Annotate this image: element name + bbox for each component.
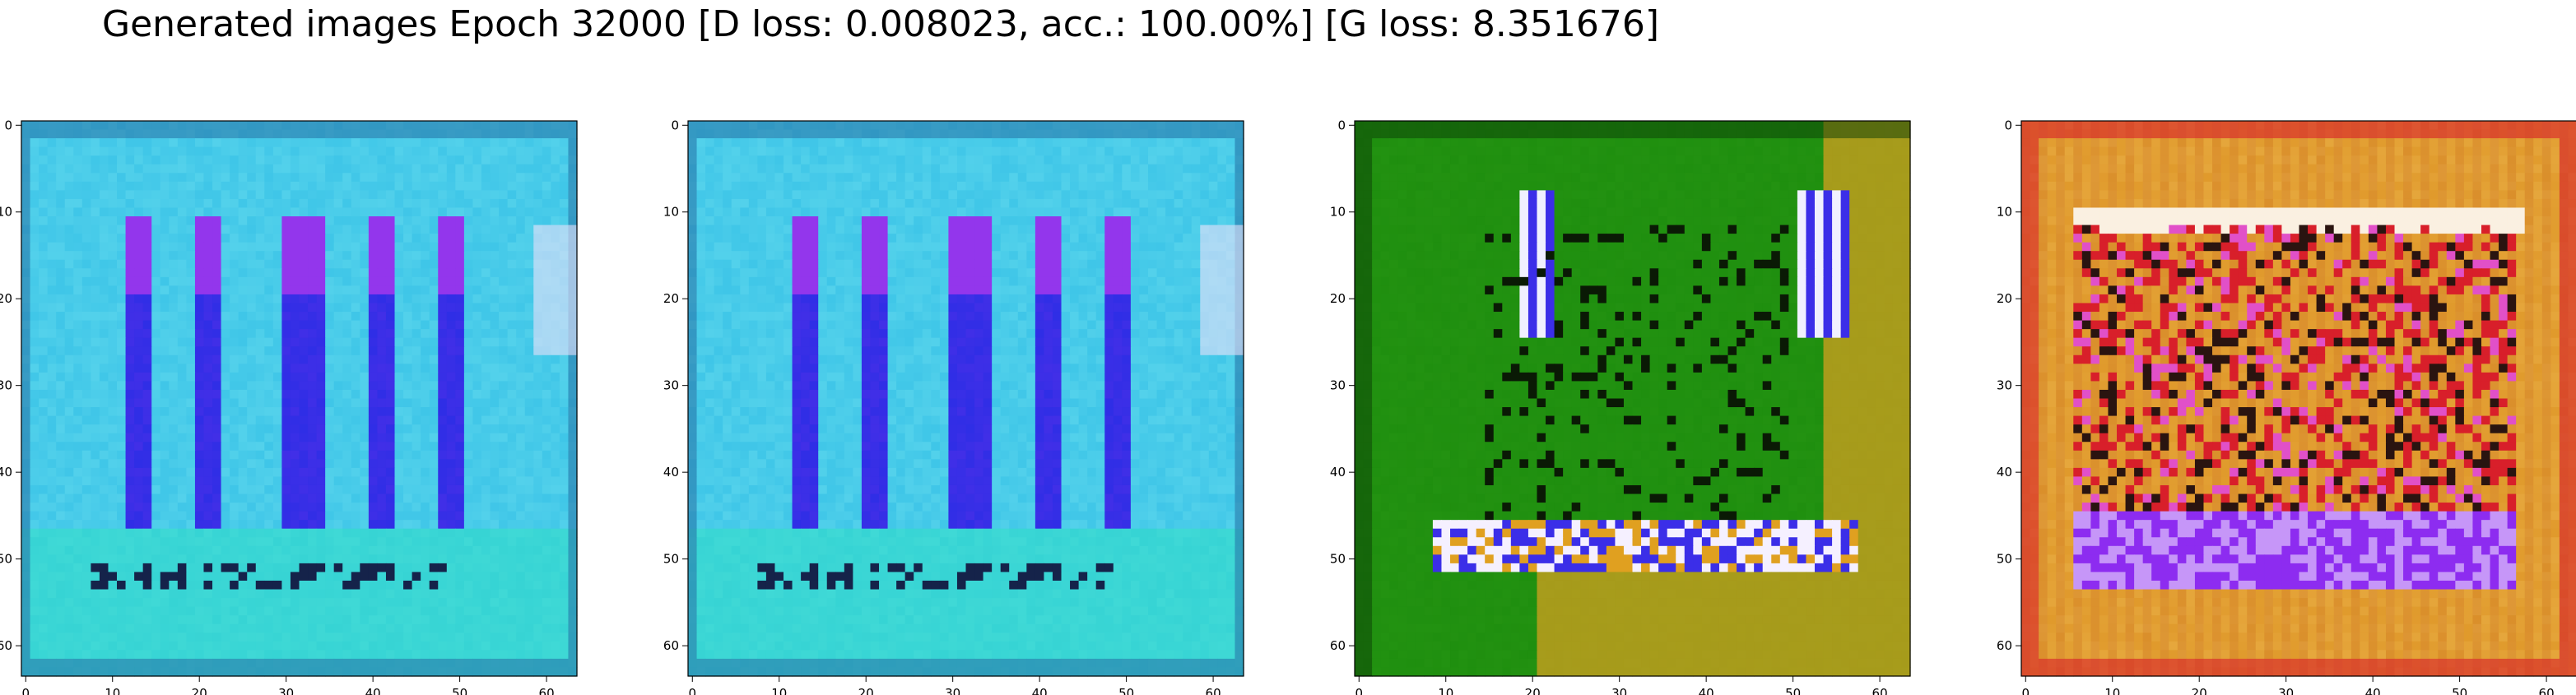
y-tick-label: 30 (1330, 378, 1346, 393)
x-tick-label: 10 (2104, 686, 2120, 695)
y-tick-label: 30 (0, 378, 12, 393)
y-tick-label: 10 (0, 205, 12, 220)
x-tick-label: 0 (22, 686, 30, 695)
generated-image-1 (21, 121, 578, 677)
x-tick-label: 10 (105, 686, 120, 695)
x-tick-label: 30 (1611, 686, 1627, 695)
x-tick-label: 10 (1438, 686, 1453, 695)
y-tick-label: 30 (1997, 378, 2012, 393)
x-tick-label: 0 (1355, 686, 1364, 695)
y-tick-label: 50 (0, 552, 12, 567)
y-tick-label: 10 (1330, 205, 1346, 220)
x-tick-label: 50 (2452, 686, 2467, 695)
x-tick-label: 20 (858, 686, 874, 695)
generated-image-3 (1355, 121, 1911, 677)
y-tick-label: 10 (1997, 205, 2012, 220)
image-panel-1: 0 10 20 30 40 50 60 0 10 20 30 40 50 60 (0, 118, 578, 695)
x-tick-label: 60 (2539, 686, 2555, 695)
y-tick-label: 10 (663, 205, 679, 220)
x-tick-label: 50 (452, 686, 467, 695)
y-tick-label: 40 (1997, 465, 2012, 480)
x-tick-label: 60 (1206, 686, 1221, 695)
y-tick-label: 0 (671, 118, 679, 132)
x-tick-label: 30 (278, 686, 294, 695)
x-tick-label: 20 (192, 686, 207, 695)
y-tick-label: 0 (1337, 118, 1346, 132)
x-tick-label: 30 (945, 686, 960, 695)
y-tick-label: 40 (0, 465, 12, 480)
y-tick-label: 0 (4, 118, 12, 132)
x-tick-label: 40 (1699, 686, 1714, 695)
y-tick-label: 40 (663, 465, 679, 480)
y-tick-label: 20 (1997, 291, 2012, 306)
y-tick-label: 50 (663, 552, 679, 567)
generated-image-2 (688, 121, 1244, 677)
y-tick-label: 60 (1997, 638, 2012, 653)
y-tick-label: 50 (1997, 552, 2012, 567)
y-tick-label: 60 (0, 638, 12, 653)
x-tick-label: 30 (2278, 686, 2294, 695)
y-tick-label: 30 (663, 378, 679, 393)
y-tick-label: 0 (2004, 118, 2012, 132)
y-tick-label: 40 (1330, 465, 1346, 480)
x-tick-label: 40 (2365, 686, 2381, 695)
x-tick-label: 50 (1118, 686, 1134, 695)
image-panel-4: 0 10 20 30 40 50 60 0 10 20 30 40 50 60 (1997, 118, 2576, 695)
y-tick-label: 20 (0, 291, 12, 306)
x-tick-label: 10 (771, 686, 787, 695)
x-tick-label: 40 (365, 686, 381, 695)
x-tick-label: 50 (1785, 686, 1801, 695)
x-tick-label: 60 (539, 686, 555, 695)
y-tick-label: 50 (1330, 552, 1346, 567)
x-tick-label: 60 (1872, 686, 1888, 695)
x-tick-label: 20 (1525, 686, 1541, 695)
x-tick-label: 0 (2022, 686, 2030, 695)
image-panel-3: 0 10 20 30 40 50 60 0 10 20 30 40 50 60 (1330, 118, 1911, 695)
x-tick-label: 0 (689, 686, 697, 695)
x-tick-label: 40 (1032, 686, 1048, 695)
x-tick-label: 20 (2192, 686, 2207, 695)
generated-image-4 (2021, 121, 2576, 677)
y-tick-label: 60 (1330, 638, 1346, 653)
y-tick-label: 60 (663, 638, 679, 653)
image-panel-2: 0 10 20 30 40 50 60 0 10 20 30 40 50 60 (663, 118, 1244, 695)
y-tick-label: 20 (663, 291, 679, 306)
y-tick-label: 20 (1330, 291, 1346, 306)
